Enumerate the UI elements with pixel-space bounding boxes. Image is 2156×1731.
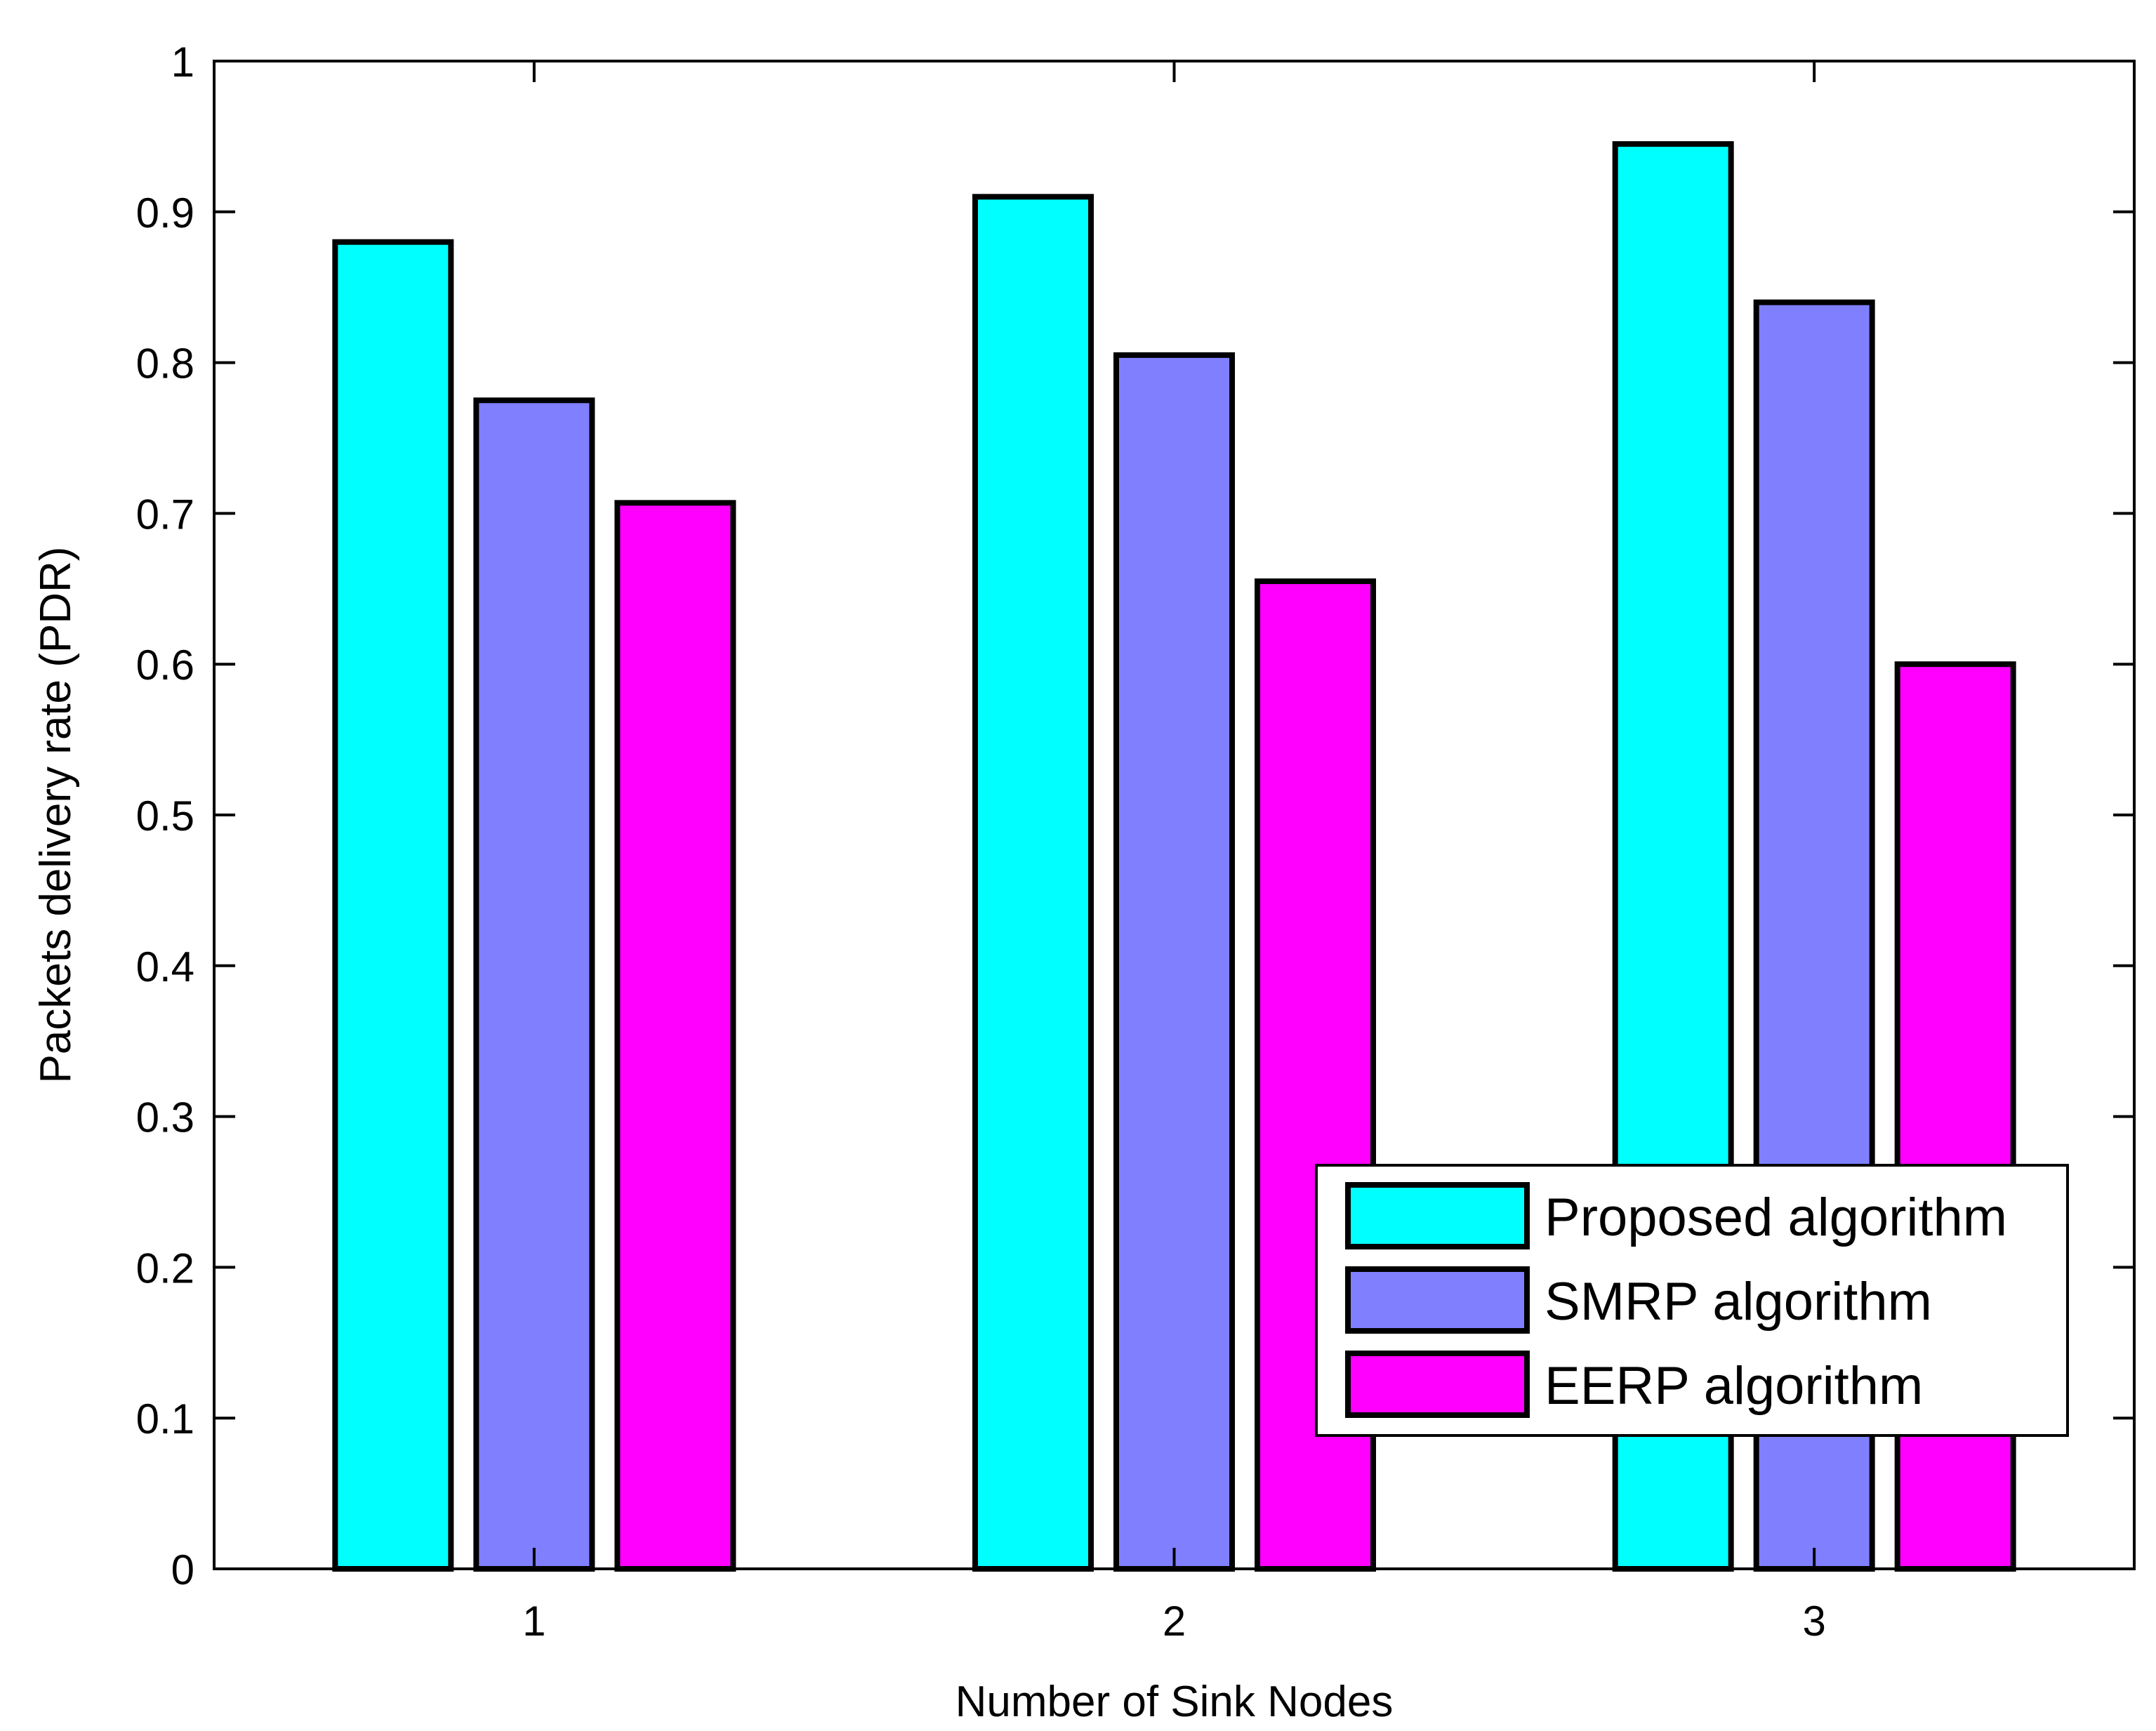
bar-proposed-algorithm-1 xyxy=(332,239,454,1572)
x-tick-label: 3 xyxy=(1802,1598,1825,1645)
legend-label-eerp-algorithm: EERP algorithm xyxy=(1545,1356,1923,1416)
bar-smrp-algorithm-1 xyxy=(473,397,595,1572)
x-tick-label: 2 xyxy=(1163,1598,1186,1645)
y-tick-label: 1 xyxy=(171,39,194,86)
bar-proposed-algorithm-2 xyxy=(972,194,1094,1572)
y-tick-label: 0.6 xyxy=(136,642,194,689)
legend-swatch-eerp-algorithm xyxy=(1345,1351,1530,1418)
bar-smrp-algorithm-2 xyxy=(1113,352,1235,1572)
legend-label-proposed-algorithm: Proposed algorithm xyxy=(1545,1188,2007,1247)
legend-swatch-proposed-algorithm xyxy=(1345,1182,1530,1249)
y-tick-label: 0.5 xyxy=(136,792,194,840)
y-tick-label: 0.3 xyxy=(136,1094,194,1141)
bar-eerp-algorithm-1 xyxy=(614,500,736,1572)
x-axis-label: Number of Sink Nodes xyxy=(955,1678,1394,1726)
x-tick-label: 1 xyxy=(522,1598,545,1645)
y-tick-label: 0.7 xyxy=(136,491,194,538)
y-tick-label: 0.8 xyxy=(136,340,194,387)
y-tick-label: 0.1 xyxy=(136,1395,194,1442)
y-tick-label: 0.2 xyxy=(136,1245,194,1292)
y-tick-label: 0.4 xyxy=(136,943,194,990)
y-tick-label: 0 xyxy=(171,1546,194,1593)
y-tick-label: 0.9 xyxy=(136,190,194,237)
legend: Proposed algorithm SMRP algorithm EERP alg… xyxy=(1315,1164,2069,1437)
legend-swatch-smrp-algorithm xyxy=(1345,1266,1530,1334)
axes-group: 0 0.1 0.2 0.3 0.4 0.5 0.6 0.7 0.8 0.9 1 1 2 3 xyxy=(136,39,2136,1645)
y-axis-label: Packets delivery rate (PDR) xyxy=(32,547,80,1084)
legend-label-smrp-algorithm: SMRP algorithm xyxy=(1545,1272,1932,1332)
